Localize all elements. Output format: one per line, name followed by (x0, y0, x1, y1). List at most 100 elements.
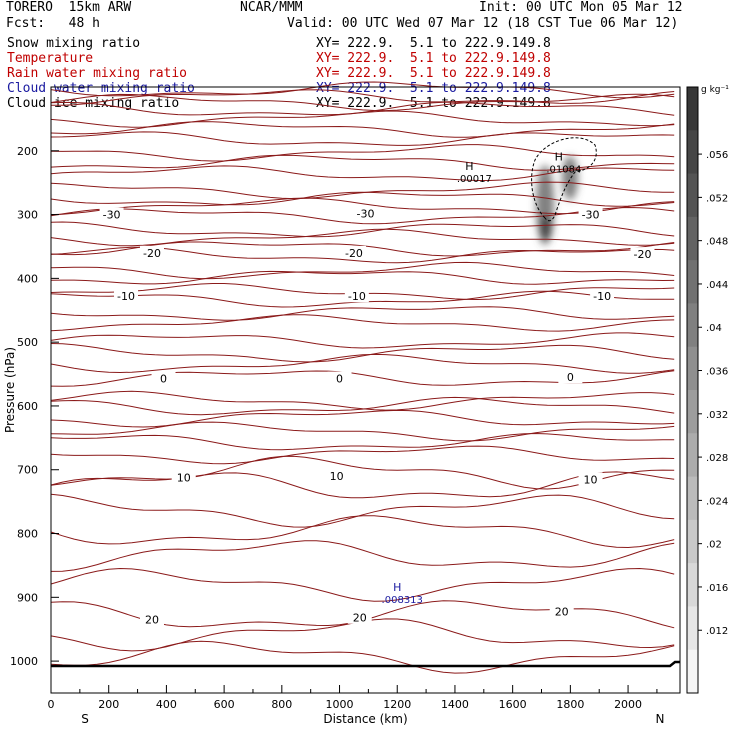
contour-label-bg (549, 604, 574, 618)
legend-cloud-water-xy: XY= 222.9. 5.1 to 222.9.149.8 (316, 81, 551, 96)
colorbar: .056 .052 .048 .044 .04 .036 .032 .028 .024 .02 .0… (686, 85, 729, 694)
temperature-contour-line (50, 221, 675, 238)
colorbar-tick-label: .052 (706, 193, 728, 204)
y-tick-label: 700 (17, 464, 38, 477)
contour-label-bg (139, 612, 164, 626)
colorbar-swatch (687, 216, 698, 261)
org-label: NCAR/MMM (240, 0, 303, 15)
contour-label: 20 (145, 614, 159, 627)
colorbar-tick-label: .04 (706, 323, 722, 334)
x-tick-label: 2000 (614, 698, 642, 711)
cloud-ice-contour (531, 137, 597, 222)
contour-label-bg (99, 207, 124, 221)
temperature-contour-line (51, 89, 675, 106)
temperature-contour-line (50, 540, 675, 572)
temperature-contour-line (50, 314, 675, 332)
temperature-contour-line (50, 154, 675, 171)
contour-label: -20 (345, 247, 363, 260)
x-axis-title: Distance (km) (323, 712, 407, 726)
colorbar-tick-label: .056 (706, 150, 728, 161)
x-tick-label: 1400 (441, 698, 469, 711)
model-label: TORERO 15km ARW (6, 0, 132, 15)
x-tick-label: 800 (271, 698, 292, 711)
contour-label: 0 (567, 371, 574, 384)
temperature-contour-line (50, 640, 675, 674)
legend-snow-xy: XY= 222.9. 5.1 to 222.9.149.8 (316, 36, 551, 51)
colorbar-swatch (687, 476, 698, 521)
temperature-contour-line (50, 181, 675, 200)
contour-label: -10 (117, 290, 135, 303)
temperature-contour-line (50, 241, 675, 257)
colorbar-tick-label: .02 (706, 540, 722, 551)
legend-rain-xy: XY= 222.9. 5.1 to 222.9.149.8 (316, 66, 551, 81)
south-endpoint-label: S (81, 712, 89, 726)
plot-axes: 0 200 400 600 800 1000 1200 1400 1600 1800 2000200… (3, 86, 681, 726)
init-label: Init: 00 UTC Mon 05 Mar 12 (479, 0, 683, 15)
y-tick-label: 800 (17, 528, 38, 541)
maximum-marker-value: .008313 (382, 595, 423, 606)
colorbar-tick-label: .036 (706, 367, 728, 378)
contour-label-bg (324, 469, 349, 483)
colorbar-tick-label: .012 (706, 626, 728, 637)
legend-temperature-xy: XY= 222.9. 5.1 to 222.9.149.8 (316, 51, 551, 66)
contour-label-bg (344, 289, 369, 303)
temperature-contour-line (50, 110, 675, 128)
temperature-contour-line (50, 332, 675, 349)
temperature-contour-line (50, 515, 675, 549)
legend-temperature-label: Temperature (7, 51, 94, 66)
plot-frame (50, 86, 681, 694)
temperature-contour-line (50, 206, 675, 225)
colorbar-swatch (687, 260, 698, 304)
contour-label: -30 (103, 209, 121, 222)
north-endpoint-label: N (656, 712, 665, 726)
contour-label-bg (347, 610, 372, 624)
colorbar-swatch (687, 346, 698, 391)
contour-labels: -30 -30 -30 -20 -20 -20 -10 -10 -10 0 0 0 10 10 10 20 20… (99, 206, 655, 627)
temperature-contour-line (50, 306, 675, 321)
colorbar-tick-label: .028 (706, 453, 728, 464)
colorbar-swatch (687, 390, 698, 434)
colorbar-tick-label: .016 (706, 583, 728, 594)
temperature-contour-line (50, 567, 675, 602)
contour-label: -20 (143, 247, 161, 260)
contour-label-bg (139, 245, 164, 259)
fcst-label: Fcst: 48 h (6, 16, 100, 31)
colorbar-swatch (687, 649, 698, 694)
colorbar-unit: g kg⁻¹ (701, 85, 729, 95)
temperature-contour-line (50, 165, 675, 181)
x-tick-label: 600 (214, 698, 235, 711)
maximum-marker-h: H (555, 150, 563, 163)
temperature-contour-line (50, 270, 675, 285)
legend-snow-label: Snow mixing ratio (7, 36, 141, 51)
contour-label: 10 (584, 473, 598, 486)
contour-label-bg (114, 289, 139, 303)
contour-label-bg (578, 207, 603, 221)
contour-label: 10 (330, 470, 344, 483)
colorbar-tick-label: .024 (706, 496, 728, 507)
x-tick-label: 0 (48, 698, 55, 711)
contour-label: -30 (582, 209, 600, 222)
contour-label: 20 (353, 612, 367, 625)
contour-label-bg (353, 206, 378, 220)
temperature-contour-line (50, 261, 675, 280)
temperature-contour-line (50, 471, 675, 499)
contour-label: 0 (160, 373, 167, 386)
temperature-contour-line (50, 421, 675, 442)
temperature-contour-line (50, 390, 675, 411)
x-tick-label: 200 (98, 698, 119, 711)
temperature-contour-line (50, 432, 675, 451)
temperature-contour-line (50, 81, 675, 99)
x-tick-label: 400 (156, 698, 177, 711)
temperature-contour-line (50, 455, 675, 490)
colorbar-swatch (687, 563, 698, 607)
contour-label-bg (578, 472, 603, 486)
contour-label: -10 (348, 290, 366, 303)
colorbar-swatch (687, 606, 698, 651)
contour-label-bg (590, 289, 615, 303)
temperature-contours (50, 81, 680, 674)
valid-label: Valid: 00 UTC Wed 07 Mar 12 (18 CST Tue … (287, 16, 679, 31)
ground-line (51, 660, 680, 668)
legend-cloud-water-label: Cloud water mixing ratio (7, 81, 195, 96)
